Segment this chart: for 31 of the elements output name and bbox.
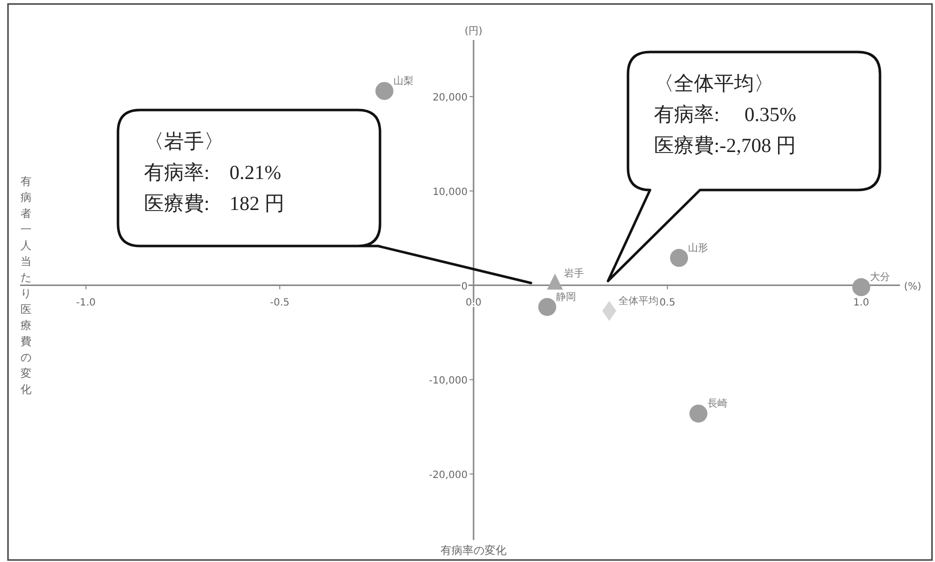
point — [852, 278, 870, 296]
text: (円) — [464, 26, 483, 37]
x-tick-label: 0.5 — [659, 297, 676, 308]
series-label: 全体平均 — [618, 294, 658, 307]
x-tick-label: -0.5 — [270, 297, 290, 308]
annotation: 〈岩手〉 — [144, 131, 224, 153]
text: 有病者一人当たり医療費の変化 — [20, 175, 32, 396]
y-tick-label: 20,000 — [432, 92, 468, 104]
point — [689, 404, 708, 423]
annotation: 有病率: 0.21% — [144, 162, 282, 184]
series-label: 長崎 — [707, 398, 728, 410]
series-label: 静岡 — [556, 290, 576, 303]
x-axis-title: 有病率の変化 — [440, 544, 507, 557]
point — [375, 82, 394, 100]
y-tick-label: 10,000 — [432, 186, 468, 198]
text: (%) — [904, 281, 922, 292]
series-label: 岩手 — [564, 268, 584, 280]
point — [538, 298, 556, 316]
y-tick-label: -20,000 — [428, 470, 468, 481]
series-label: 山形 — [688, 242, 708, 254]
series-label: 山梨 — [393, 74, 414, 87]
y-tick-label: -10,000 — [428, 376, 468, 387]
x-tick-label: 1.0 — [853, 297, 870, 308]
annotation: 医療費: 182 円 — [144, 193, 285, 215]
annotation: 〈全体平均〉 — [654, 73, 774, 95]
series-label: 大分 — [870, 271, 890, 284]
point — [602, 300, 616, 321]
annotation: 医療費:-2,708 円 — [654, 135, 796, 157]
point — [670, 248, 688, 267]
annotation: 有病率: 0.35% — [654, 104, 796, 126]
x-tick-label: -1.0 — [76, 297, 96, 308]
